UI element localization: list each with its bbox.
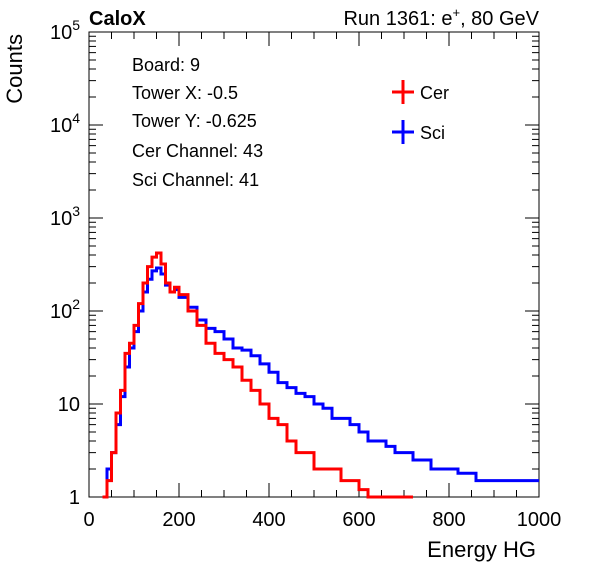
info-box-bg [122,46,360,198]
legend-label-sci: Sci [420,123,445,143]
x-axis-title: Energy HG [427,537,536,562]
y-tick-label: 10 [58,394,80,416]
y-tick-label: 103 [50,203,80,230]
x-tick-label: 0 [83,509,94,531]
info-line: Cer Channel: 43 [132,141,263,161]
y-tick-label: 105 [50,17,80,44]
x-tick-label: 200 [162,509,195,531]
info-box: Board: 9 Tower X: -0.5 Tower Y: -0.625 C… [122,46,360,198]
run-label-energy: , 80 GeV [460,8,540,30]
legend-marker-cer [392,80,414,104]
y-axis-title: Counts [2,34,27,104]
info-line: Tower Y: -0.625 [132,111,257,131]
info-line: Board: 9 [132,55,200,75]
run-label: Run 1361: e+, 80 GeV [343,5,539,30]
info-line: Tower X: -0.5 [132,83,238,103]
y-tick-label: 104 [50,110,80,137]
brand-label: CaloX [89,8,146,30]
legend-marker-sci [392,120,414,144]
y-tick-label: 1 [69,487,80,509]
legend-label-cer: Cer [420,83,449,103]
x-tick-label: 1000 [517,509,562,531]
series-line-cer [102,251,413,499]
x-tick-label: 600 [342,509,375,531]
run-label-sup: + [452,5,460,20]
series-line-sci [102,266,539,499]
run-label-main: Run 1361: e [343,8,452,30]
legend: Cer Sci [392,80,449,144]
x-tick-label: 800 [432,509,465,531]
y-tick-label: 102 [50,296,80,323]
info-line: Sci Channel: 41 [132,170,259,190]
x-tick-label: 400 [252,509,285,531]
axes: 0 200 400 600 800 1000 1 10 102 103 104 105 [50,17,561,531]
